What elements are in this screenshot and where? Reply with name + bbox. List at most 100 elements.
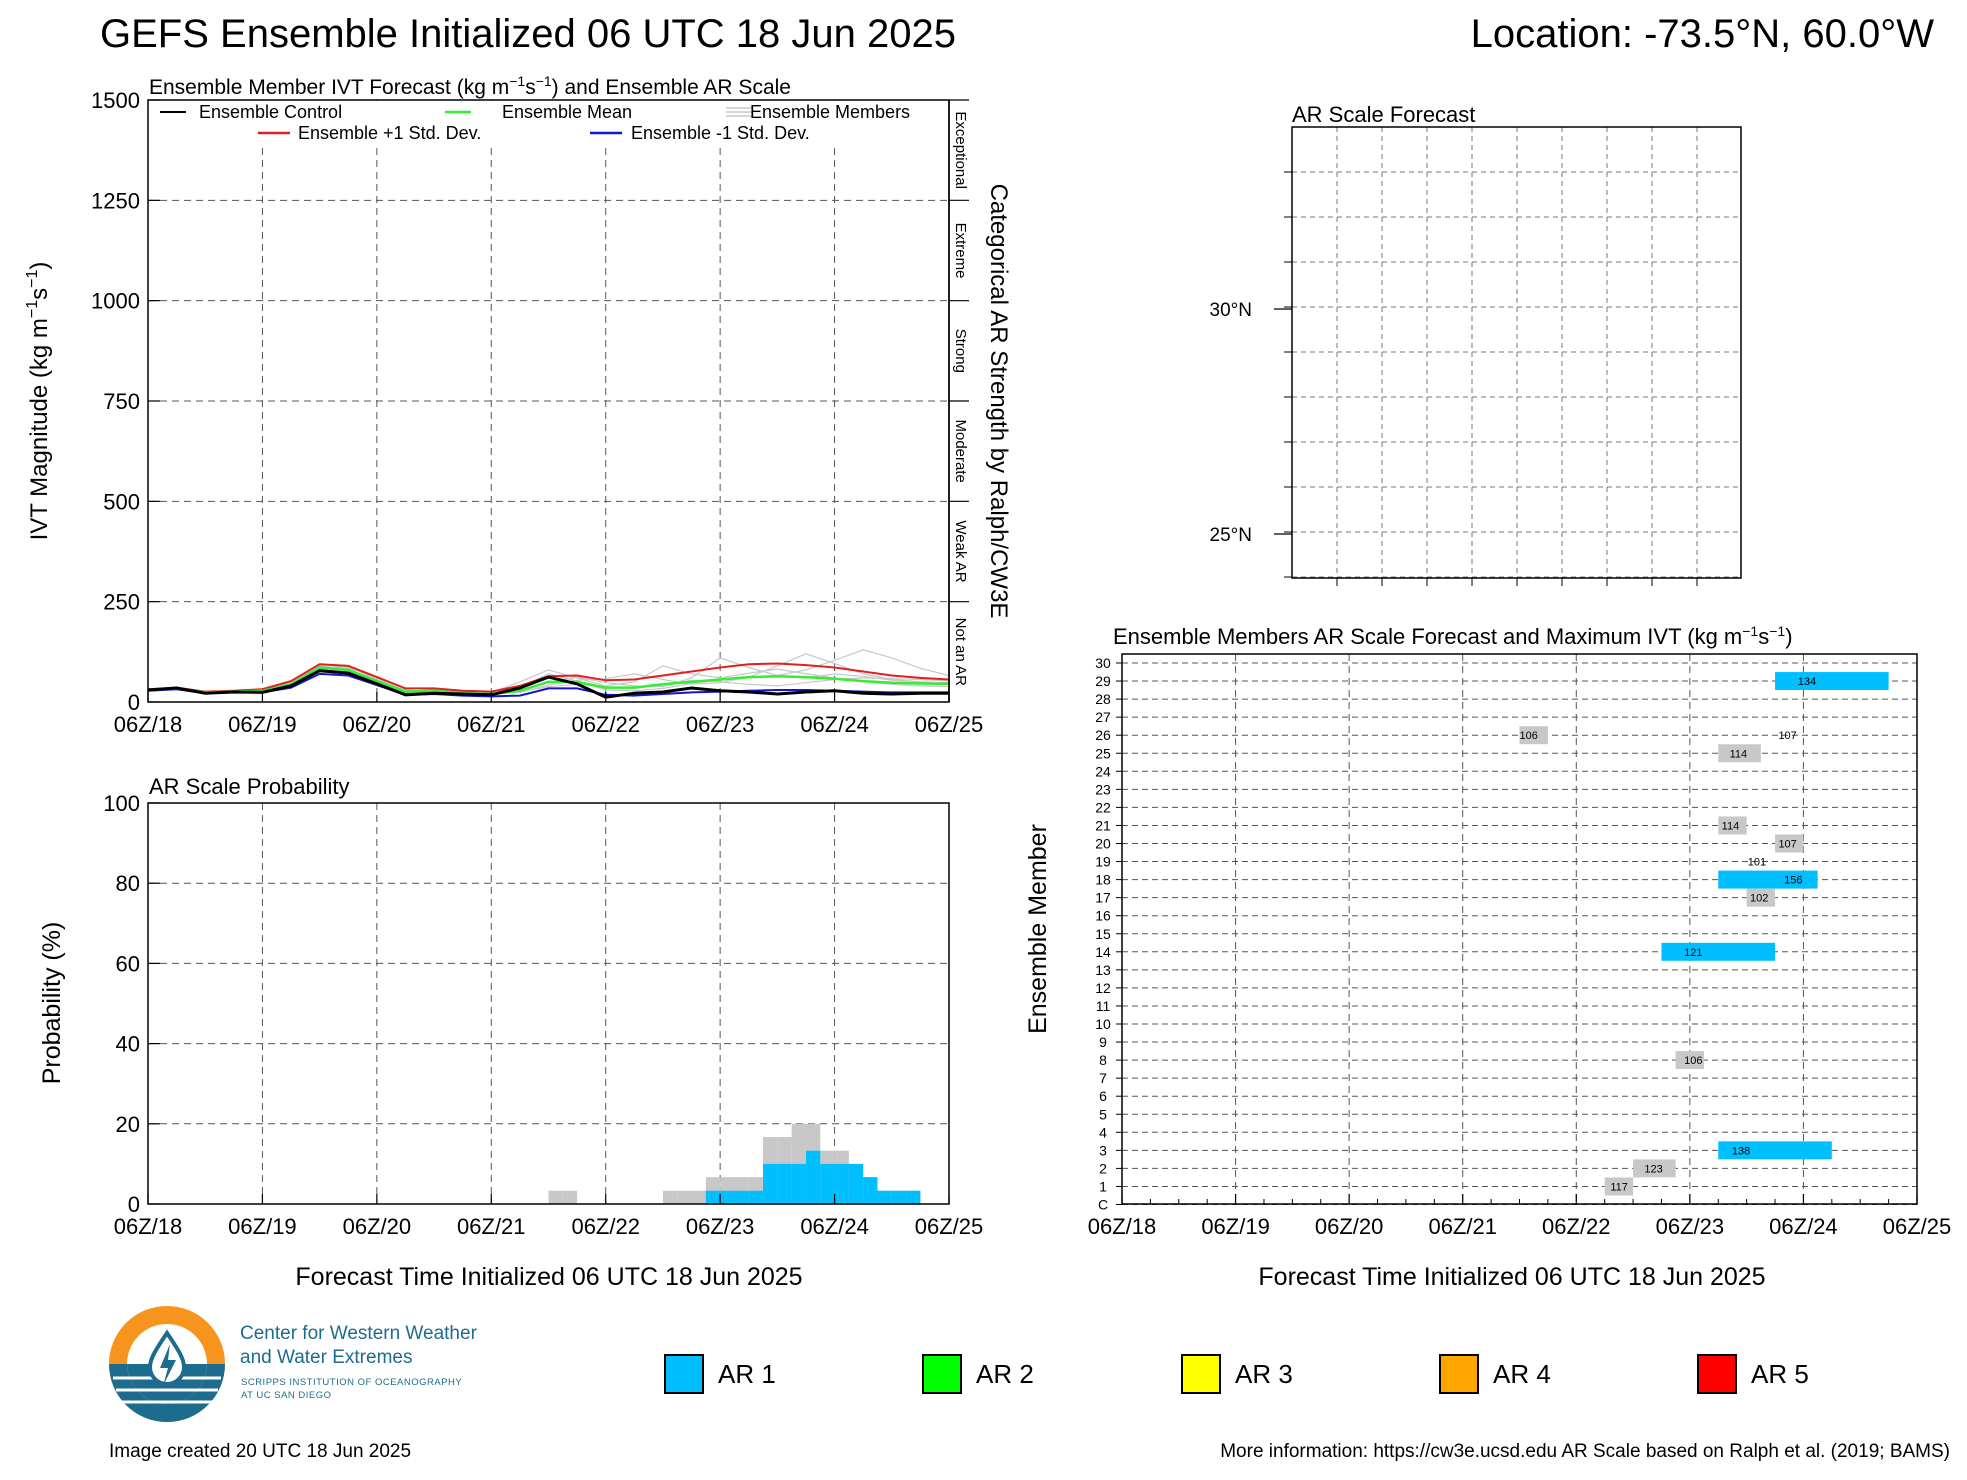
members-x-tick-label: 06Z/18 [1088, 1214, 1157, 1239]
map-frame [1291, 126, 1742, 579]
members-y-tick-label: 29 [1095, 673, 1111, 689]
members-y-tick-label: 6 [1099, 1088, 1107, 1104]
prob-x-tick-label: 06Z/25 [915, 1214, 984, 1239]
prob-x-tick-label: 06Z/23 [686, 1214, 755, 1239]
member-event-ivt-label: 123 [1644, 1163, 1662, 1175]
legend-ar4-swatch [1439, 1354, 1479, 1394]
svg-text:Ensemble Member: Ensemble Member [1024, 824, 1052, 1034]
members-x-tick-label: 06Z/23 [1656, 1214, 1725, 1239]
ivt-y-tick-label: 0 [128, 690, 140, 715]
prob-y-tick-label: 60 [116, 951, 140, 976]
page-title: GEFS Ensemble Initialized 06 UTC 18 Jun … [100, 12, 956, 56]
members-chart-title: Ensemble Members AR Scale Forecast and M… [1113, 623, 1793, 649]
cw3e-name-line2: and Water Extremes [240, 1347, 413, 1368]
members-y-tick-label: 25 [1095, 745, 1111, 761]
members-y-tick-label: 21 [1095, 817, 1111, 833]
member-event-ivt-label: 106 [1684, 1055, 1702, 1067]
prob-grid [148, 803, 949, 1204]
prob-bar-ar1 [906, 1190, 921, 1204]
member-event-ivt-label: 121 [1684, 947, 1702, 959]
prob-y-tick-label: 20 [116, 1112, 140, 1137]
prob-x-tick-label: 06Z/22 [571, 1214, 640, 1239]
prob-bar-ar1 [820, 1163, 835, 1204]
legend-plus-sd-label: Ensemble +1 Std. Dev. [298, 123, 481, 143]
prob-chart-title: AR Scale Probability [149, 774, 350, 799]
members-y-tick-label: 3 [1099, 1142, 1107, 1158]
prob-bar-ar1 [848, 1163, 864, 1204]
ivt-legend-box [149, 101, 939, 143]
members-axes: C123456789101112131415161718192021222324… [1088, 655, 1952, 1239]
members-y-tick-label: 24 [1095, 763, 1111, 779]
ivt-category-label: Extreme [952, 223, 969, 279]
ivt-legend: Ensemble Control Ensemble Mean Ensemble … [149, 101, 939, 143]
members-y-tick-label: 18 [1095, 872, 1111, 888]
ivt-x-tick-label: 06Z/19 [228, 712, 297, 737]
member-event-bar [1718, 1141, 1832, 1160]
members-x-tick-label: 06Z/21 [1428, 1214, 1497, 1239]
prob-axes: 0 20 40 60 80 100 06Z/18 06Z/19 06Z/20 06Z/21 06Z/… [103, 791, 983, 1239]
ivt-forecast-chart: Not an AR Weak AR Moderate Strong Extreme Exc… [24, 73, 1012, 737]
map-grid [1284, 127, 1741, 586]
legend-ar2-label: AR 2 [976, 1358, 1034, 1389]
member-event-ivt-label: 107 [1778, 839, 1796, 851]
members-y-tick-label: 8 [1099, 1052, 1107, 1068]
members-grid [1122, 654, 1917, 1205]
members-x-tick-label: 06Z/25 [1883, 1214, 1952, 1239]
members-y-tick-label: 7 [1099, 1070, 1107, 1086]
prob-bar-any [691, 1190, 706, 1204]
prob-y-tick-label: 40 [116, 1032, 140, 1057]
members-y-tick-label: 22 [1095, 799, 1111, 815]
prob-y-axis-label: Probability (%) [38, 922, 66, 1085]
ivt-category-label: Weak AR [952, 520, 969, 582]
ivt-grid [148, 100, 949, 702]
members-y-tick-label: 23 [1095, 781, 1111, 797]
ivt-series-mean [147, 666, 950, 696]
svg-text:IVT Magnitude (kg m−1s−1): IVT Magnitude (kg m−1s−1) [24, 262, 53, 541]
cw3e-name-line1: Center for Western Weather [240, 1323, 477, 1344]
legend-ar4-label: AR 4 [1493, 1358, 1551, 1389]
prob-bar-ar1 [763, 1163, 778, 1204]
ivt-y-tick-label: 500 [103, 489, 140, 514]
members-y-tick-label: 11 [1096, 998, 1111, 1014]
ivt-x-tick-label: 06Z/22 [571, 712, 640, 737]
left-x-axis-label: Forecast Time Initialized 06 UTC 18 Jun … [295, 1263, 802, 1291]
member-event-bar [1675, 1051, 1705, 1070]
ar-probability-chart: 0 20 40 60 80 100 06Z/18 06Z/19 06Z/20 06Z/21 06Z/… [38, 774, 983, 1291]
prob-bar-ar1 [777, 1163, 792, 1204]
map-lat-label-30: 30°N [1210, 300, 1252, 321]
legend-members-swatch [726, 107, 752, 117]
legend-ar1-label: AR 1 [718, 1358, 776, 1389]
members-y-tick-label: 14 [1095, 944, 1111, 960]
ivt-y-axis-label: IVT Magnitude (kg m−1s−1) [24, 262, 53, 541]
ivt-category-label: Exceptional [952, 111, 969, 189]
prob-x-tick-label: 06Z/18 [114, 1214, 183, 1239]
members-y-tick-label: 9 [1099, 1034, 1107, 1050]
ivt-x-tick-label: 06Z/20 [343, 712, 412, 737]
member-event-ivt-label: 117 [1610, 1181, 1628, 1193]
members-y-tick-label: 19 [1095, 854, 1111, 870]
legend-ar5: AR 5 [1697, 1352, 1809, 1396]
ivt-right-axis-label: Categorical AR Strength by Ralph/CW3E [985, 184, 1012, 619]
prob-x-tick-label: 06Z/19 [228, 1214, 297, 1239]
member-event-bar [1519, 726, 1548, 745]
members-y-tick-label: 2 [1099, 1160, 1107, 1176]
prob-bar-any [548, 1190, 563, 1204]
member-event-bar [1604, 1177, 1634, 1196]
members-y-tick-label: C [1098, 1197, 1108, 1213]
ivt-series-control [147, 669, 949, 699]
ivt-axes: 0 250 500 750 1000 1250 1500 06Z/18 06Z/19 06Z/20… [91, 88, 983, 737]
member-event-bar [1718, 870, 1818, 889]
member-event-ivt-label: 114 [1730, 748, 1748, 760]
prob-x-tick-label: 06Z/20 [343, 1214, 412, 1239]
ivt-category-label: Moderate [952, 419, 969, 482]
cw3e-subtitle: SCRIPPS INSTITUTION OF OCEANOGRAPHY AT U… [241, 1376, 462, 1402]
prob-bar-ar1 [734, 1190, 749, 1204]
legend-ar5-label: AR 5 [1751, 1358, 1809, 1389]
legend-minus-sd-label: Ensemble -1 Std. Dev. [631, 123, 810, 143]
member-event-bar [1775, 672, 1889, 691]
cw3e-sub-line1: SCRIPPS INSTITUTION OF OCEANOGRAPHY [241, 1377, 463, 1388]
ivt-y-tick-label: 250 [103, 590, 140, 615]
legend-ar5-swatch [1697, 1354, 1737, 1394]
ivt-x-tick-label: 06Z/21 [457, 712, 526, 737]
ivt-member-line [147, 662, 950, 695]
